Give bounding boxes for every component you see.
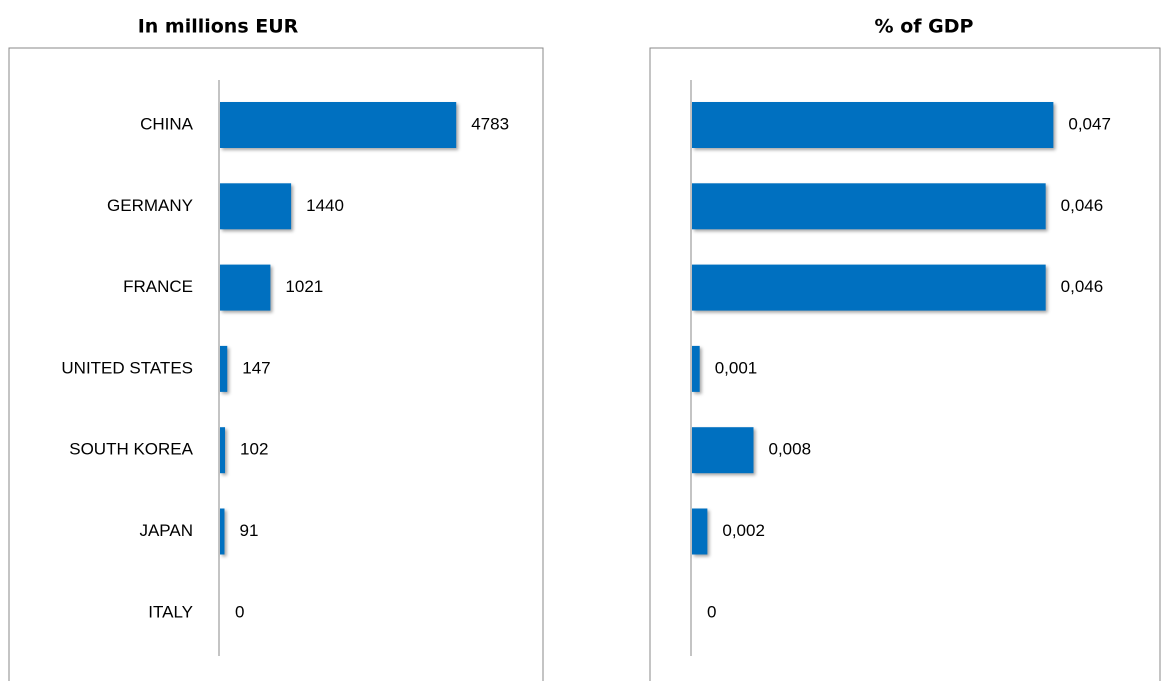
bar <box>692 183 1046 230</box>
bar <box>692 345 700 392</box>
category-label: FRANCE <box>123 277 193 296</box>
bar <box>220 183 292 230</box>
category-label: GERMANY <box>107 196 193 215</box>
chart-title: % of GDP <box>875 16 974 38</box>
value-label: 0,001 <box>715 358 758 377</box>
bar <box>692 102 1054 148</box>
value-label: 102 <box>240 440 268 459</box>
bar <box>692 427 754 474</box>
value-label: 4783 <box>471 114 509 133</box>
value-label: 1021 <box>285 277 323 296</box>
value-label: 91 <box>239 521 258 540</box>
chart-title: In millions EUR <box>138 16 299 38</box>
bar <box>692 508 708 555</box>
bar <box>692 264 1046 311</box>
bar <box>220 427 226 474</box>
category-label: CHINA <box>140 114 194 133</box>
chart-frame <box>649 47 1161 681</box>
value-label: 0 <box>707 602 716 621</box>
value-label: 0 <box>235 602 244 621</box>
value-label: 0,002 <box>722 521 765 540</box>
value-label: 0,046 <box>1061 196 1104 215</box>
bar <box>220 102 457 148</box>
category-label: SOUTH KOREA <box>69 440 193 459</box>
bar <box>220 508 225 555</box>
chart-frame <box>8 47 544 681</box>
value-label: 0,008 <box>769 440 812 459</box>
value-label: 1440 <box>306 196 344 215</box>
category-label: UNITED STATES <box>61 358 193 377</box>
bar <box>220 264 271 311</box>
category-label: ITALY <box>148 602 193 621</box>
value-label: 0,047 <box>1068 114 1111 133</box>
value-label: 0,046 <box>1061 277 1104 296</box>
value-label: 147 <box>242 358 270 377</box>
category-label: JAPAN <box>139 521 193 540</box>
bar <box>220 345 228 392</box>
